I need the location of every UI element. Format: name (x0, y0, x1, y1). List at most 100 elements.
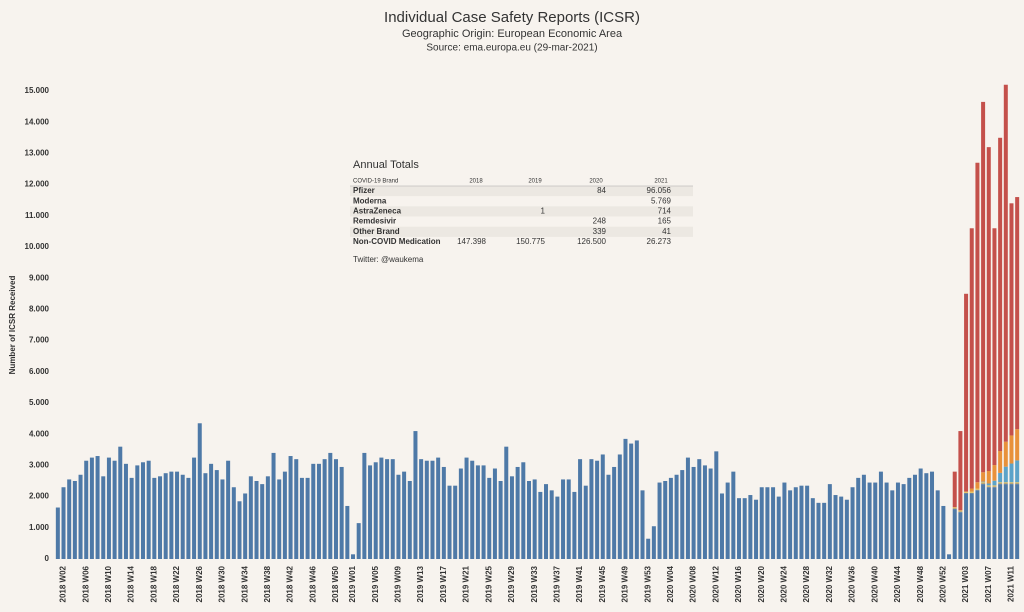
x-tick-label: 2020 W24 (780, 565, 789, 602)
bar-segment (368, 465, 373, 559)
bar-segment (742, 498, 747, 559)
bar-segment (737, 498, 742, 559)
bar-segment (975, 482, 980, 489)
bar-segment (992, 228, 997, 466)
bar-segment (765, 487, 770, 559)
y-tick-label: 10.000 (25, 242, 50, 251)
x-tick-label: 2019 W01 (348, 565, 357, 602)
bar-segment (555, 496, 560, 559)
bar-segment (396, 474, 401, 559)
bar-segment (776, 496, 781, 559)
bar-segment (254, 480, 259, 559)
bar-segment (691, 466, 696, 559)
bar-segment (998, 482, 1003, 484)
bar-segment (362, 452, 367, 559)
bar-segment (748, 495, 753, 559)
bar-segment (561, 479, 566, 559)
bar-segment (260, 484, 265, 559)
bar-segment (1003, 84, 1008, 442)
bar-segment (243, 493, 248, 559)
bar-segment (634, 440, 639, 559)
bar-segment (61, 487, 66, 559)
table-cell: 41 (662, 227, 671, 236)
bar-segment (180, 474, 185, 559)
bar-segment (492, 468, 497, 559)
bar-segment (998, 137, 1003, 452)
bar-segment (998, 472, 1003, 483)
bar-segment (447, 485, 452, 559)
bar-segment (986, 471, 991, 484)
bar-segment (805, 485, 810, 559)
bar-segment (646, 538, 651, 559)
bar-segment (67, 479, 72, 559)
y-tick-label: 5.000 (29, 398, 50, 407)
bar-segment (981, 101, 986, 473)
bar-segment (158, 476, 163, 559)
bar-segment (964, 491, 969, 493)
bar-segment (1015, 483, 1020, 485)
y-tick-label: 0 (45, 554, 50, 563)
x-tick-label: 2020 W52 (938, 565, 947, 602)
x-tick-label: 2019 W45 (598, 565, 607, 602)
bar-segment (101, 476, 106, 559)
x-tick-label: 2020 W04 (666, 565, 675, 602)
bar-segment (952, 509, 957, 559)
bar-segment (975, 488, 980, 490)
bar-segment (430, 460, 435, 559)
bar-segment (867, 482, 872, 559)
y-tick-label: 14.000 (25, 117, 50, 126)
bar-segment (799, 485, 804, 559)
bar-segment (952, 471, 957, 508)
bar-segment (793, 487, 798, 559)
table-cell: 339 (593, 227, 607, 236)
bar-segment (248, 476, 253, 559)
bar-segment (947, 554, 952, 559)
x-tick-label: 2019 W37 (552, 565, 561, 602)
bar-segment (112, 460, 117, 559)
bar-segment (969, 493, 974, 559)
bar-segment (1015, 429, 1020, 461)
bar-segment (345, 505, 350, 559)
bar-segment (390, 459, 395, 559)
x-tick-label: 2018 W50 (331, 565, 340, 602)
bar-segment (453, 485, 458, 559)
table-cell: 26.273 (647, 237, 672, 246)
table-cell: 165 (658, 217, 672, 226)
chart-title: Individual Case Safety Reports (ICSR) (384, 9, 640, 26)
bar-segment (850, 487, 855, 559)
bar-segment (175, 471, 180, 559)
bar-segment (78, 474, 83, 559)
bar-segment (612, 466, 617, 559)
bar-segment (385, 459, 390, 559)
bar-segment (651, 526, 656, 559)
bar-segment (89, 457, 94, 559)
bar-segment (424, 460, 429, 559)
table-row-label: Pfizer (353, 186, 375, 195)
x-tick-label: 2021 W03 (961, 565, 970, 602)
bar-segment (981, 483, 986, 485)
bar-segment (986, 486, 991, 488)
bar-segment (873, 482, 878, 559)
bar-segment (578, 459, 583, 559)
bar-segment (470, 460, 475, 559)
bar-segment (118, 446, 123, 559)
bar-segment (975, 162, 980, 483)
bar-segment (668, 477, 673, 559)
bar-segment (328, 452, 333, 559)
table-row-label: AstraZeneca (353, 207, 402, 216)
y-tick-label: 8.000 (29, 304, 50, 313)
bar-segment (674, 474, 679, 559)
table-row-bg (350, 185, 693, 197)
bar-segment (526, 480, 531, 559)
bar-segment (169, 471, 174, 559)
bar-segment (969, 488, 974, 492)
bar-segment (890, 490, 895, 559)
bar-segment (583, 485, 588, 559)
bar-segment (924, 473, 929, 559)
bar-segment (515, 466, 520, 559)
bar-segment (316, 463, 321, 559)
y-tick-label: 3.000 (29, 461, 50, 470)
bar-segment (1009, 435, 1014, 464)
bar-segment (964, 293, 969, 492)
